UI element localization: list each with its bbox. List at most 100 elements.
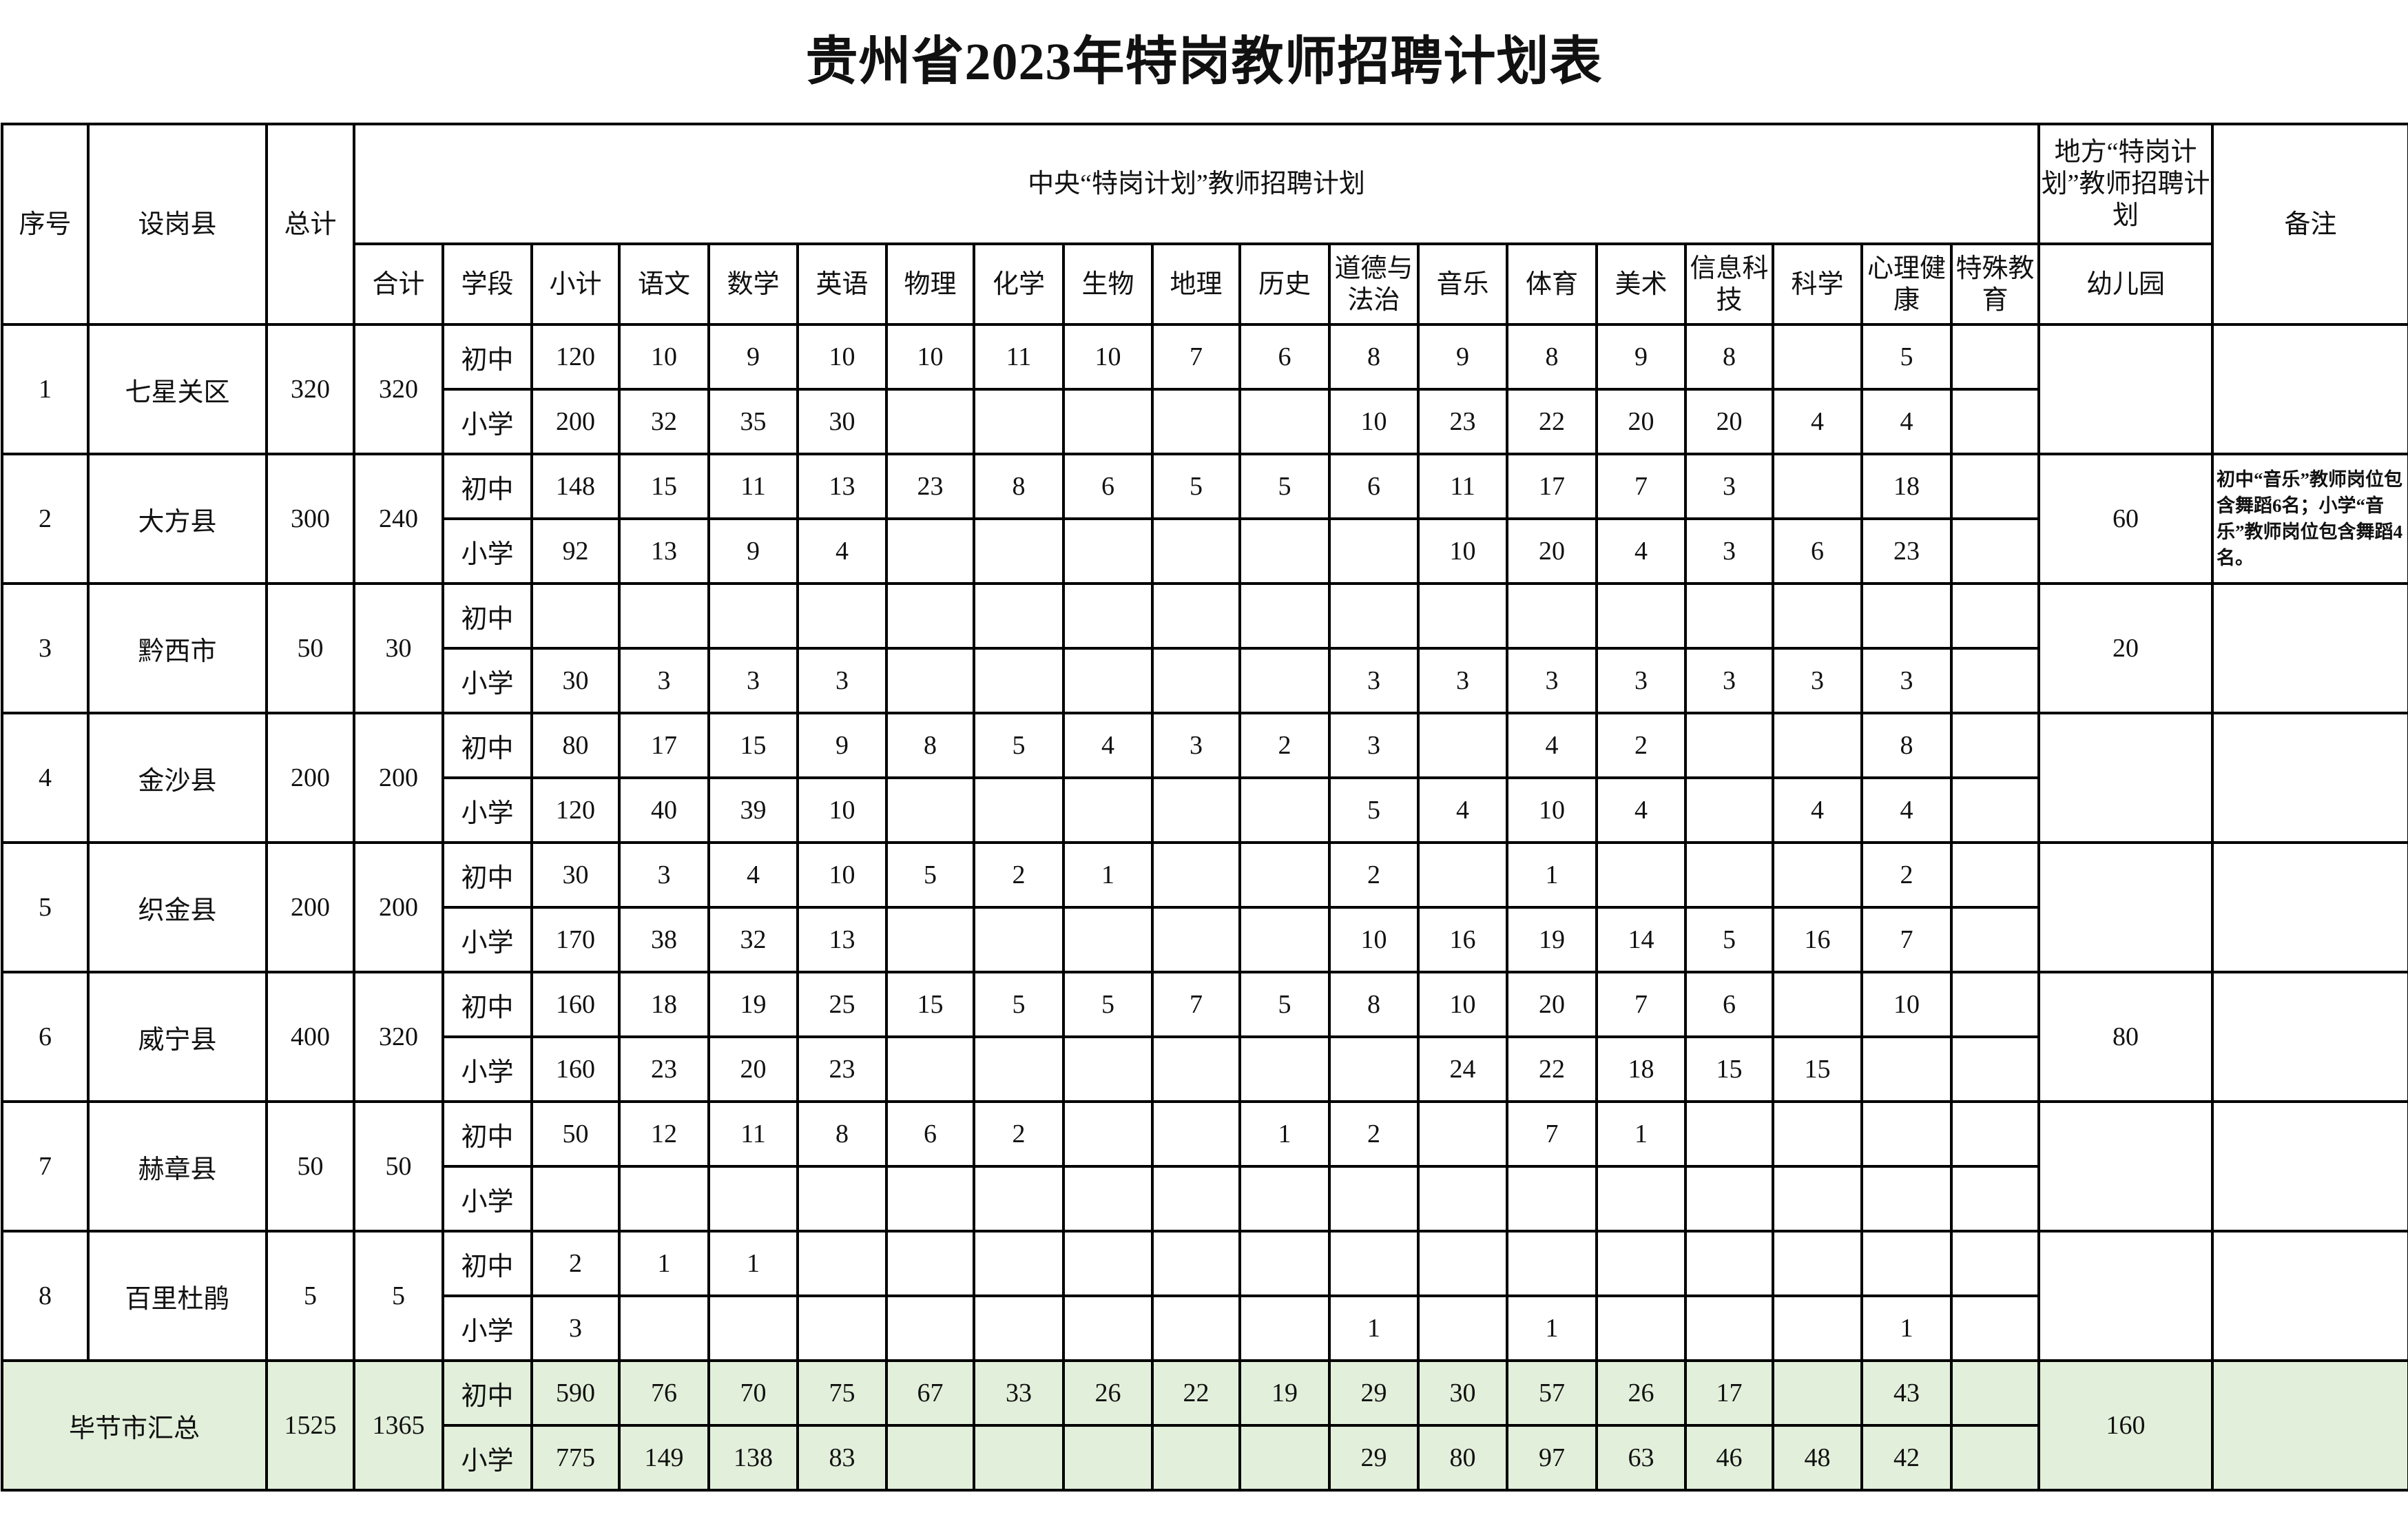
header-subject: 科学: [1772, 243, 1863, 326]
value-cell: 30: [530, 841, 621, 909]
kindergarten-cell: 60: [2037, 453, 2214, 585]
value-cell: [1151, 1294, 1241, 1362]
value-cell: 3: [1684, 453, 1774, 520]
value-cell: 11: [1417, 453, 1508, 520]
value-cell: 23: [618, 1035, 710, 1103]
note-cell: [2211, 582, 2408, 714]
value-cell: 22: [1506, 1035, 1598, 1103]
value-cell: 120: [530, 323, 621, 391]
header-subject: 化学: [973, 243, 1065, 326]
value-cell: 160: [530, 971, 621, 1038]
value-cell: [1684, 1100, 1774, 1168]
total-cell: 50: [265, 1100, 355, 1232]
header-total: 总计: [265, 123, 355, 326]
value-cell: 80: [1417, 1424, 1508, 1492]
value-cell: 10: [618, 323, 710, 391]
kindergarten-cell: [2037, 841, 2214, 973]
value-cell: [885, 647, 975, 714]
value-cell: [1860, 582, 1953, 650]
value-cell: [1772, 582, 1863, 650]
header-local-plan: 地方“特岗计划”教师招聘计划: [2037, 123, 2214, 245]
value-cell: [973, 906, 1065, 973]
header-county: 设岗县: [87, 123, 268, 326]
value-cell: 20: [1595, 388, 1687, 455]
value-cell: [1062, 647, 1154, 714]
value-cell: [1417, 1165, 1508, 1232]
value-cell: 3: [530, 1294, 621, 1362]
value-cell: 38: [618, 906, 710, 973]
value-cell: 3: [1860, 647, 1953, 714]
value-cell: [1595, 841, 1687, 909]
value-cell: 15: [885, 971, 975, 1038]
value-cell: [1684, 841, 1774, 909]
value-cell: [1062, 517, 1154, 585]
county-cell: 百里杜鹃: [87, 1230, 268, 1362]
value-cell: 70: [707, 1359, 799, 1427]
value-cell: 7: [1595, 971, 1687, 1038]
value-cell: 8: [973, 453, 1065, 520]
stage-cell: 小学: [442, 1165, 533, 1232]
value-cell: [1151, 582, 1241, 650]
value-cell: [973, 1165, 1065, 1232]
seq-cell: 1: [1, 323, 90, 455]
stage-cell: 小学: [442, 906, 533, 973]
value-cell: [1238, 1230, 1331, 1297]
header-subject: 数学: [707, 243, 799, 326]
total-cell: 400: [265, 971, 355, 1103]
value-cell: 3: [1151, 712, 1241, 779]
value-cell: 33: [973, 1359, 1065, 1427]
value-cell: 18: [1860, 453, 1953, 520]
value-cell: [1062, 388, 1154, 455]
county-cell: 大方县: [87, 453, 268, 585]
value-cell: 3: [1595, 647, 1687, 714]
value-cell: 3: [1684, 517, 1774, 585]
value-cell: [1595, 1294, 1687, 1362]
value-cell: 23: [885, 453, 975, 520]
table-row-middle: 1 七星关区 320 320 初中 120 10 9 10 10 11 10 7 6 8 9 8 9 8 5: [1, 323, 2408, 455]
value-cell: [1062, 906, 1154, 973]
value-cell: 3: [707, 647, 799, 714]
value-cell: 18: [1595, 1035, 1687, 1103]
value-cell: [1062, 582, 1154, 650]
value-cell: 17: [1506, 453, 1598, 520]
value-cell: 5: [973, 712, 1065, 779]
value-cell: [618, 1165, 710, 1232]
value-cell: 10: [796, 776, 888, 844]
value-cell: 590: [530, 1359, 621, 1427]
value-cell: [1238, 1035, 1331, 1103]
value-cell: 20: [1506, 971, 1598, 1038]
value-cell: 23: [1860, 517, 1953, 585]
table-row-primary: 小学 200 32 35 30 10 23 22 20 20 4 4: [2, 388, 2408, 455]
value-cell: 10: [1417, 517, 1508, 585]
value-cell: [1684, 1294, 1774, 1362]
stage-cell: 初中: [442, 841, 533, 909]
value-cell: 29: [1328, 1359, 1420, 1427]
total-cell: 5: [265, 1230, 355, 1362]
value-cell: 2: [973, 841, 1065, 909]
stage-cell: 初中: [442, 1230, 533, 1297]
value-cell: 19: [707, 971, 799, 1038]
value-cell: [1772, 1100, 1863, 1168]
value-cell: [1949, 1035, 2041, 1103]
value-cell: [1772, 1359, 1863, 1427]
value-cell: [885, 582, 975, 650]
value-cell: [707, 1165, 799, 1232]
value-cell: 11: [707, 453, 799, 520]
value-cell: 3: [796, 647, 888, 714]
value-cell: [1772, 1294, 1863, 1362]
value-cell: [1238, 841, 1331, 909]
value-cell: 6: [1238, 323, 1331, 391]
summary-row-middle: 毕节市汇总 1525 1365 初中 590 76 70 75 67 33 26 22 19 29 30 57…: [1, 1359, 2408, 1492]
stage-cell: 初中: [442, 712, 533, 779]
value-cell: 8: [796, 1100, 888, 1168]
value-cell: 1: [1062, 841, 1154, 909]
value-cell: 29: [1328, 1424, 1420, 1492]
value-cell: [885, 388, 975, 455]
value-cell: [1860, 1100, 1953, 1168]
value-cell: 48: [1772, 1424, 1863, 1492]
seq-cell: 7: [1, 1100, 90, 1232]
value-cell: [1949, 1424, 2041, 1492]
value-cell: [1772, 1165, 1863, 1232]
value-cell: [796, 1230, 888, 1297]
table-row-primary: 小学 120 40 39 10 5 4 10 4 4 4: [2, 776, 2408, 844]
